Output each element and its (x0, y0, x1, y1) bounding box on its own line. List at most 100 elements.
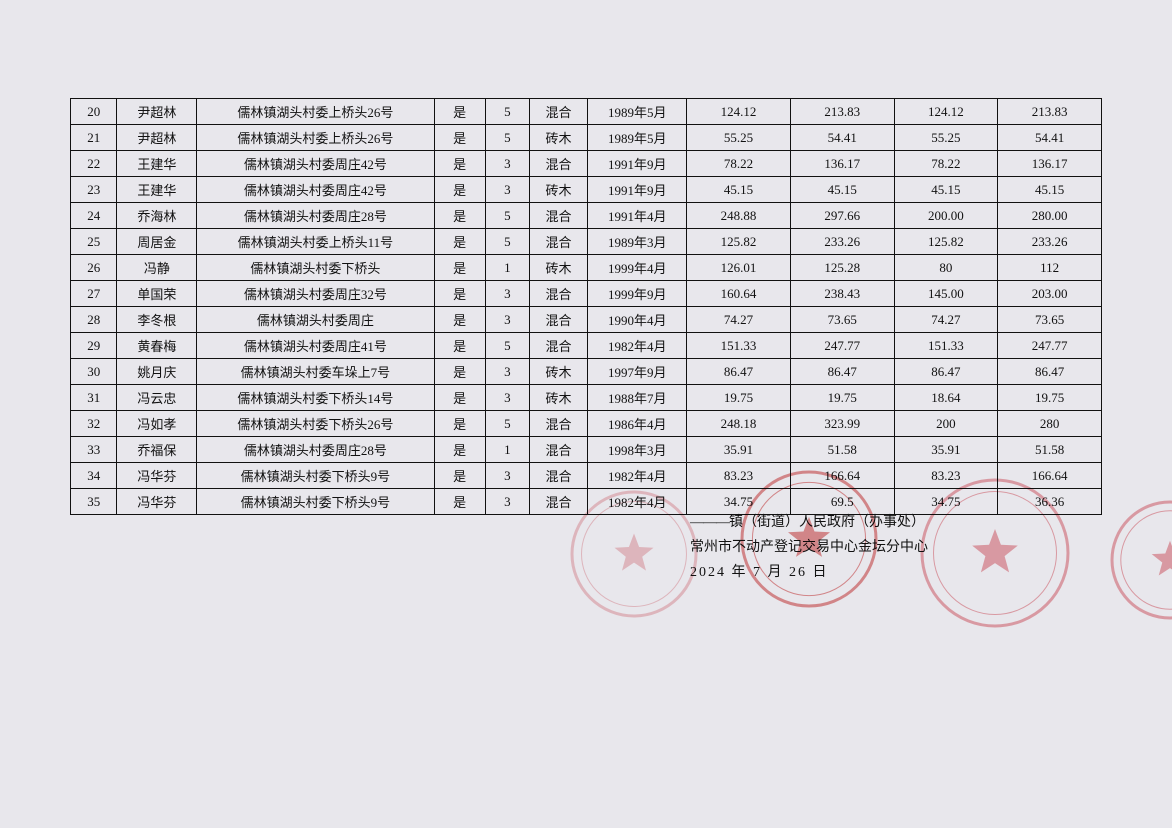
table-cell: 124.12 (687, 99, 791, 125)
table-cell: 王建华 (117, 151, 197, 177)
table-cell: 儒林镇湖头村委下桥头26号 (197, 411, 434, 437)
official-seal-stamp (1110, 500, 1172, 620)
table-cell: 是 (434, 203, 485, 229)
table-cell: 5 (485, 229, 529, 255)
table-cell: 儒林镇湖头村委周庄 (197, 307, 434, 333)
table-cell: 86.47 (998, 359, 1102, 385)
table-cell: 125.82 (687, 229, 791, 255)
table-cell: 3 (485, 307, 529, 333)
table-cell: 5 (485, 203, 529, 229)
table-cell: 213.83 (790, 99, 894, 125)
table-cell: 冯华芬 (117, 463, 197, 489)
table-cell: 323.99 (790, 411, 894, 437)
table-cell: 砖木 (529, 125, 587, 151)
table-cell: 儒林镇湖头村委上桥头26号 (197, 99, 434, 125)
table-cell: 3 (485, 151, 529, 177)
table-cell: 单国荣 (117, 281, 197, 307)
table-cell: 儒林镇湖头村委周庄42号 (197, 151, 434, 177)
table-cell: 5 (485, 125, 529, 151)
table-cell: 混合 (529, 437, 587, 463)
table-cell: 24 (71, 203, 117, 229)
table-cell: 1997年9月 (588, 359, 687, 385)
table-cell: 73.65 (998, 307, 1102, 333)
data-table: 20尹超林儒林镇湖头村委上桥头26号是5混合1989年5月124.12213.8… (70, 98, 1102, 515)
table-cell: 3 (485, 463, 529, 489)
table-cell: 1989年5月 (588, 125, 687, 151)
table-cell: 是 (434, 177, 485, 203)
table-cell: 80 (894, 255, 998, 281)
table-cell: 55.25 (687, 125, 791, 151)
table-cell: 是 (434, 307, 485, 333)
table-cell: 是 (434, 125, 485, 151)
table-cell: 45.15 (687, 177, 791, 203)
table-cell: 儒林镇湖头村委下桥头 (197, 255, 434, 281)
table-cell: 砖木 (529, 359, 587, 385)
table-cell: 112 (998, 255, 1102, 281)
table-cell: 35 (71, 489, 117, 515)
table-row: 20尹超林儒林镇湖头村委上桥头26号是5混合1989年5月124.12213.8… (71, 99, 1102, 125)
table-cell: 26 (71, 255, 117, 281)
table-cell: 55.25 (894, 125, 998, 151)
table-cell: 125.28 (790, 255, 894, 281)
table-cell: 51.58 (790, 437, 894, 463)
table-cell: 混合 (529, 411, 587, 437)
table-cell: 3 (485, 385, 529, 411)
table-cell: 145.00 (894, 281, 998, 307)
official-seal-stamp (740, 470, 878, 608)
table-cell: 86.47 (790, 359, 894, 385)
table-row: 32冯如孝儒林镇湖头村委下桥头26号是5混合1986年4月248.18323.9… (71, 411, 1102, 437)
table-cell: 儒林镇湖头村委下桥头14号 (197, 385, 434, 411)
table-cell: 31 (71, 385, 117, 411)
table-cell: 砖木 (529, 255, 587, 281)
table-cell: 1982年4月 (588, 333, 687, 359)
table-row: 28李冬根儒林镇湖头村委周庄是3混合1990年4月74.2773.6574.27… (71, 307, 1102, 333)
table-cell: 3 (485, 359, 529, 385)
table-cell: 1990年4月 (588, 307, 687, 333)
table-cell: 混合 (529, 463, 587, 489)
table-cell: 35.91 (894, 437, 998, 463)
table-cell: 33 (71, 437, 117, 463)
table-row: 25周居金儒林镇湖头村委上桥头11号是5混合1989年3月125.82233.2… (71, 229, 1102, 255)
table-cell: 1991年9月 (588, 151, 687, 177)
table-cell: 45.15 (998, 177, 1102, 203)
table-cell: 233.26 (998, 229, 1102, 255)
table-cell: 是 (434, 385, 485, 411)
table-cell: 54.41 (998, 125, 1102, 151)
table-cell: 1986年4月 (588, 411, 687, 437)
table-row: 22王建华儒林镇湖头村委周庄42号是3混合1991年9月78.22136.177… (71, 151, 1102, 177)
table-cell: 混合 (529, 229, 587, 255)
table-cell: 248.88 (687, 203, 791, 229)
table-row: 26冯静儒林镇湖头村委下桥头是1砖木1999年4月126.01125.28801… (71, 255, 1102, 281)
table-cell: 儒林镇湖头村委周庄42号 (197, 177, 434, 203)
table-cell: 儒林镇湖头村委周庄32号 (197, 281, 434, 307)
table-cell: 1991年4月 (588, 203, 687, 229)
table-cell: 混合 (529, 151, 587, 177)
table-cell: 78.22 (687, 151, 791, 177)
table-cell: 136.17 (998, 151, 1102, 177)
table-cell: 297.66 (790, 203, 894, 229)
table-cell: 21 (71, 125, 117, 151)
table-cell: 1 (485, 255, 529, 281)
table-cell: 124.12 (894, 99, 998, 125)
table-cell: 280 (998, 411, 1102, 437)
table-cell: 1998年3月 (588, 437, 687, 463)
table-cell: 18.64 (894, 385, 998, 411)
table-cell: 28 (71, 307, 117, 333)
table-cell: 151.33 (687, 333, 791, 359)
official-seal-stamp (920, 478, 1070, 628)
table-cell: 160.64 (687, 281, 791, 307)
table-cell: 45.15 (790, 177, 894, 203)
table-row: 23王建华儒林镇湖头村委周庄42号是3砖木1991年9月45.1545.1545… (71, 177, 1102, 203)
table-cell: 30 (71, 359, 117, 385)
table-cell: 3 (485, 177, 529, 203)
table-cell: 冯如孝 (117, 411, 197, 437)
table-cell: 35.91 (687, 437, 791, 463)
table-cell: 86.47 (894, 359, 998, 385)
table-cell: 是 (434, 229, 485, 255)
table-cell: 尹超林 (117, 125, 197, 151)
table-row: 30姚月庆儒林镇湖头村委车垛上7号是3砖木1997年9月86.4786.4786… (71, 359, 1102, 385)
table-cell: 248.18 (687, 411, 791, 437)
table-cell: 136.17 (790, 151, 894, 177)
data-table-container: 20尹超林儒林镇湖头村委上桥头26号是5混合1989年5月124.12213.8… (70, 98, 1102, 515)
table-cell: 3 (485, 281, 529, 307)
